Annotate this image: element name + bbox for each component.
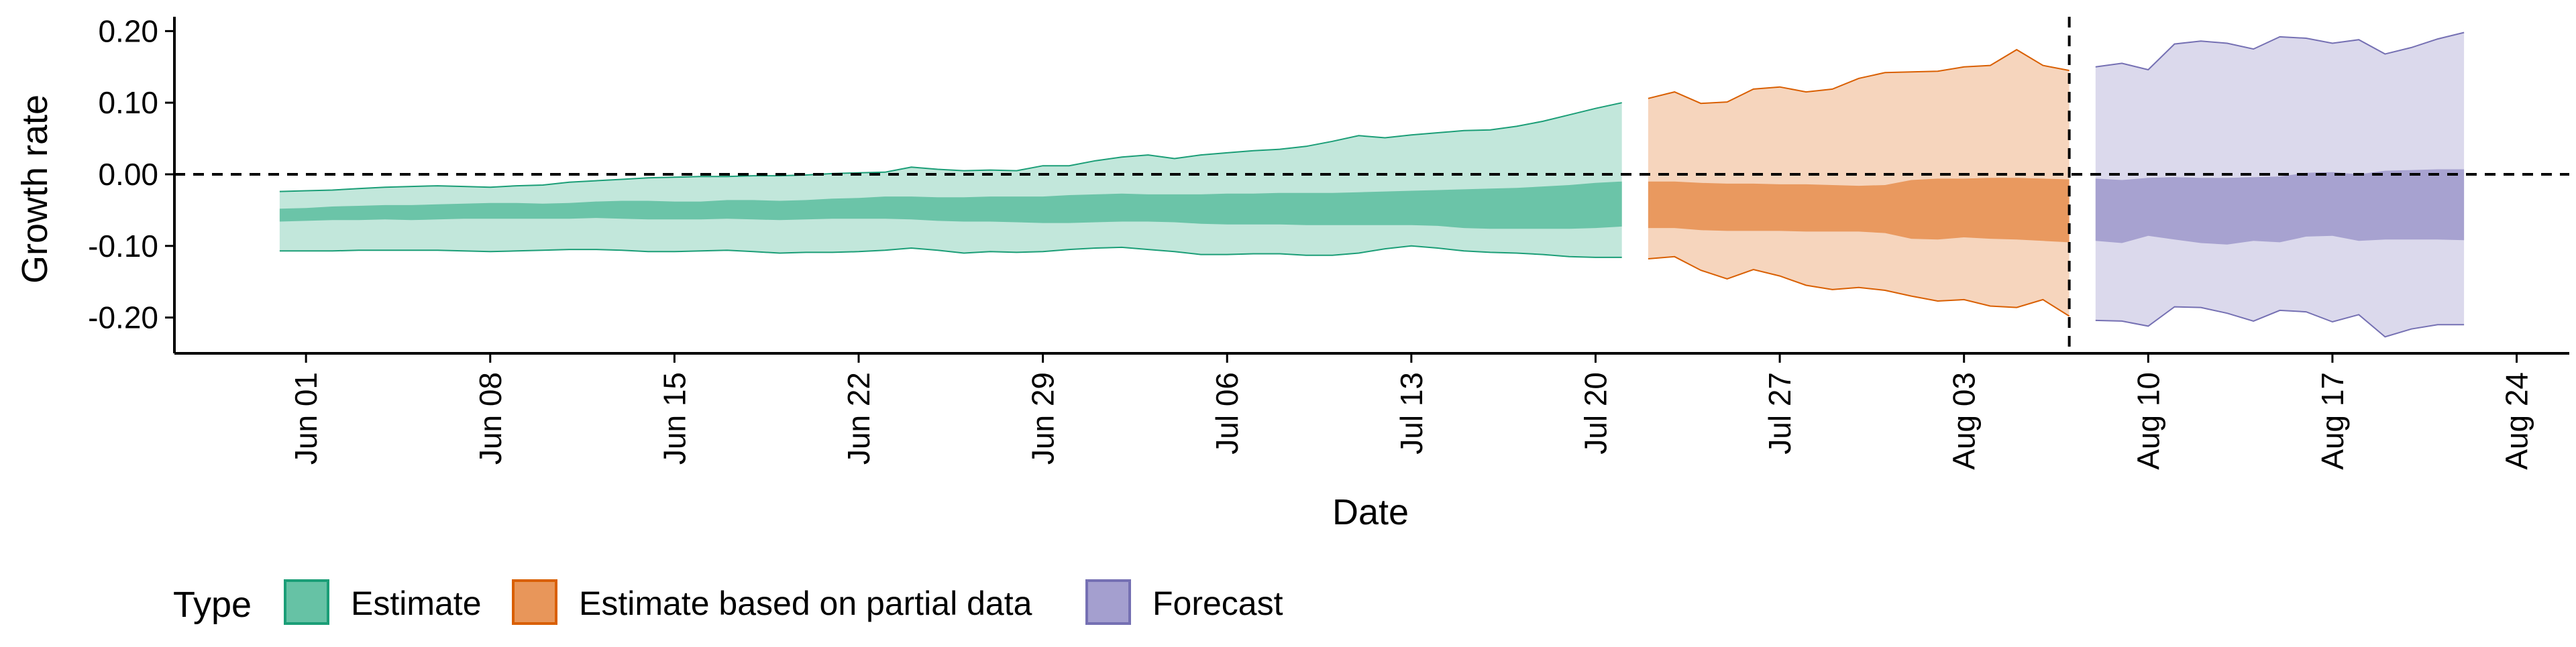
legend-key-estimate	[284, 579, 329, 625]
x-tick-label: Aug 17	[2315, 372, 2350, 470]
estimate-based-on-partial-data-lower-edge	[1648, 255, 2070, 317]
legend-label-estimate: Estimate	[351, 585, 482, 622]
x-tick-label: Aug 03	[1947, 372, 1982, 470]
x-tick-label: Jul 06	[1210, 372, 1244, 455]
x-tick-label: Jun 01	[288, 372, 323, 465]
legend: Type Estimate Estimate based on partial d…	[173, 579, 1283, 625]
legend-key-estimate-based-on-partial-data	[512, 579, 557, 625]
y-tick-label: 0.20	[98, 13, 158, 48]
y-ticks: -0.20 -0.10 0.00 0.10 0.20	[88, 13, 174, 335]
x-tick-label: Jul 20	[1578, 372, 1613, 455]
legend-label-forecast: Forecast	[1152, 585, 1283, 622]
x-tick-label: Aug 10	[2131, 372, 2165, 470]
x-tick-label: Jun 08	[473, 372, 508, 465]
y-tick-label: -0.10	[88, 229, 158, 263]
estimate-band-50	[279, 181, 1622, 229]
bands-layer	[279, 32, 2465, 338]
y-tick-label: -0.20	[88, 300, 158, 335]
x-tick-label: Jun 22	[841, 372, 876, 465]
x-tick-label: Jun 29	[1026, 372, 1061, 465]
estimate-based-on-partial-data-upper-edge	[1648, 48, 2070, 105]
estimate-upper-edge	[279, 102, 1622, 192]
estimate-based-on-partial-data-band-50	[1648, 178, 2070, 243]
estimate-lower-edge	[279, 245, 1622, 258]
forecast-upper-edge	[2095, 32, 2465, 71]
legend-key-forecast	[1085, 579, 1131, 625]
legend-title: Type	[173, 585, 252, 625]
axes	[173, 17, 2569, 355]
x-tick-label: Jul 27	[1762, 372, 1797, 455]
x-tick-label: Aug 24	[2500, 372, 2534, 470]
y-tick-label: 0.10	[98, 85, 158, 120]
y-tick-label: 0.00	[98, 157, 158, 192]
x-axis-title: Date	[1332, 492, 1409, 532]
legend-label-estimate-based-on-partial-data: Estimate based on partial data	[579, 585, 1032, 622]
reference-lines	[174, 17, 2569, 353]
x-tick-label: Jul 13	[1394, 372, 1429, 455]
x-tick-label: Jun 15	[657, 372, 692, 465]
y-axis-title: Growth rate	[15, 95, 55, 284]
x-ticks: Jun 01 Jun 08 Jun 15 Jun 22 Jun 29 Jul 06 Jul …	[288, 353, 2534, 470]
estimate-band-90	[279, 103, 1622, 257]
forecast-band-50	[2095, 169, 2465, 245]
estimate-based-on-partial-data-band-90	[1648, 50, 2070, 316]
forecast-lower-edge	[2095, 306, 2465, 338]
